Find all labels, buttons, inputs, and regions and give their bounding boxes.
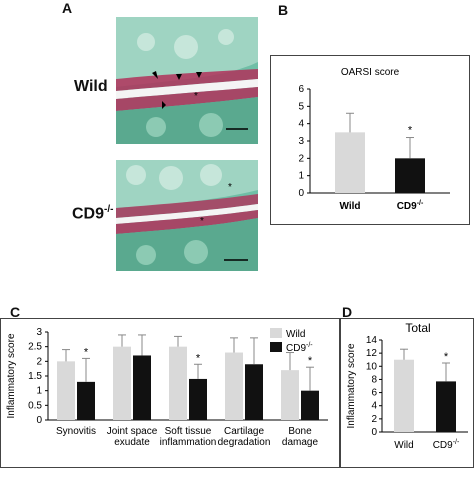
- chart-c-category-label: inflammation: [160, 437, 217, 448]
- chart-b-bar: [395, 158, 425, 193]
- wild-row-label: Wild: [74, 78, 108, 95]
- chart-d-title: Total: [405, 321, 430, 335]
- chart-b-category-label: Wild: [339, 201, 360, 212]
- chart-d-y-axis-title: Inflammatory score: [346, 343, 357, 428]
- chart-b-bar: [335, 132, 365, 193]
- chart-d-ytick-label: 14: [366, 335, 378, 346]
- chart-c-ytick-label: 2: [36, 356, 42, 367]
- chart-d-category-label: CD9-/-: [433, 439, 460, 451]
- chart-b-category-label: CD9-/-: [397, 200, 424, 212]
- chart-b-ytick-label: 5: [298, 101, 304, 112]
- chart-d-bar: [394, 359, 414, 432]
- chart-c-bar: [245, 364, 263, 420]
- chart-c-legend-label: CD9-/-: [286, 342, 313, 354]
- chart-c-ytick-label: 1.5: [28, 371, 42, 382]
- chart-c-legend-swatch: [270, 328, 282, 338]
- panel-letter-b: B: [278, 2, 289, 18]
- chart-c-bar: [57, 361, 75, 420]
- cd9-micrograph-image: * *: [116, 160, 258, 271]
- chart-d-category-label: Wild: [394, 440, 413, 451]
- chart-c-bar: [169, 346, 187, 420]
- chart-b-ytick-label: 2: [298, 153, 304, 164]
- chart-d-bar: [436, 381, 456, 432]
- chart-b-significance: *: [408, 125, 413, 137]
- chart-c-category-label: Joint space: [107, 426, 158, 437]
- chart-b-ytick-label: 1: [298, 171, 304, 182]
- chart-c-category-label: exudate: [114, 437, 150, 448]
- svg-text:*: *: [200, 216, 204, 227]
- cd9-micrograph: * *: [116, 160, 258, 271]
- chart-c-bar: [281, 370, 299, 420]
- panel-letter-c: C: [10, 304, 21, 320]
- chart-c-category-label: Synovitis: [56, 426, 96, 437]
- chart-b-ytick-label: 3: [298, 136, 304, 147]
- chart-c-significance: *: [196, 352, 201, 364]
- chart-d-ytick-label: 6: [371, 388, 377, 399]
- chart-c-category-label: degradation: [218, 437, 271, 448]
- chart-c-category-label: Cartilage: [224, 426, 264, 437]
- chart-c-ytick-label: 3: [36, 327, 42, 338]
- chart-c-ytick-label: 1: [36, 386, 42, 397]
- wild-micrograph-image: *: [116, 17, 258, 144]
- chart-b: OARSI score 0 1 2 3 4 5 6 Wild * CD9-/-: [270, 55, 470, 225]
- chart-d-ytick-label: 8: [371, 374, 377, 385]
- panel-letter-d: D: [342, 304, 353, 320]
- chart-c-category-label: damage: [282, 437, 319, 448]
- chart-b-frame: [270, 55, 470, 225]
- chart-c-ytick-label: 2.5: [28, 342, 42, 353]
- chart-b-ytick-label: 6: [298, 84, 304, 95]
- chart-c-bar: [133, 355, 151, 420]
- chart-c-legend-label: Wild: [286, 329, 305, 340]
- chart-c-bar: [225, 352, 243, 420]
- chart-c-ytick-label: 0.5: [28, 400, 42, 411]
- chart-c-bar: [77, 381, 95, 420]
- chart-c-bar: [301, 390, 319, 420]
- chart-c-category-label: Bone: [288, 426, 312, 437]
- chart-c-legend-swatch: [270, 342, 282, 352]
- chart-d-ytick-label: 4: [371, 401, 377, 412]
- chart-b-title: OARSI score: [341, 67, 400, 78]
- svg-text:*: *: [228, 182, 232, 193]
- chart-c-significance: *: [308, 355, 313, 367]
- chart-c-ytick-label: 0: [36, 415, 42, 426]
- chart-c-category-label: Soft tissue: [165, 426, 212, 437]
- wild-micrograph: *: [116, 17, 258, 144]
- cd9-row-label: CD9-/-: [72, 204, 114, 223]
- chart-c-bar: [189, 378, 207, 420]
- panel-letter-a: A: [62, 0, 73, 16]
- chart-d-ytick-label: 10: [366, 361, 378, 372]
- chart-b-ytick-label: 4: [298, 119, 304, 130]
- chart-d-significance: *: [444, 351, 449, 363]
- chart-c-y-axis-title: Inflammatory score: [6, 333, 17, 418]
- chart-c-bar: [113, 346, 131, 420]
- chart-b-ytick-label: 0: [298, 188, 304, 199]
- chart-d-ytick-label: 12: [366, 348, 378, 359]
- chart-c-significance: *: [84, 346, 89, 358]
- chart-c: Inflammatory score 0 0.5 1 1.5 2 2.5 3 * Synoviti…: [0, 318, 340, 468]
- chart-d: Total Inflammatory score 0 2 4 6 8 10 12 14 Wild * C…: [340, 318, 474, 468]
- svg-text:*: *: [194, 91, 198, 102]
- chart-d-ytick-label: 2: [371, 414, 377, 425]
- chart-d-ytick-label: 0: [371, 427, 377, 438]
